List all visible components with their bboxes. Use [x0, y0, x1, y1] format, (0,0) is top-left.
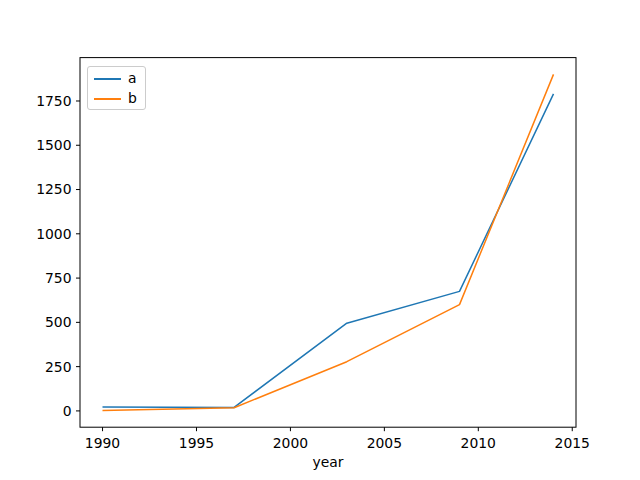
y-tick-label: 0 [63, 403, 72, 419]
y-tick-label: 1000 [36, 226, 71, 242]
y-tick-label: 750 [45, 270, 72, 286]
axes-frame [80, 58, 576, 428]
series-b-line [103, 74, 554, 410]
y-tick-label: 1750 [36, 93, 71, 109]
legend-item-a: a [94, 69, 145, 89]
y-tick-label: 1250 [36, 181, 71, 197]
x-tick-label: 2015 [555, 435, 590, 451]
legend-label-b: b [128, 92, 137, 106]
x-axis-label: year [80, 454, 576, 470]
figure: 1990 1995 2000 2005 2010 2015 0 250 500 750 1000 12… [0, 0, 640, 480]
legend-line-sample-a [94, 78, 121, 80]
y-tick-label: 500 [45, 314, 72, 330]
legend-item-b: b [94, 89, 145, 109]
x-tick-label: 2005 [367, 435, 402, 451]
y-tick-label: 1500 [36, 137, 71, 153]
x-tick-label: 1990 [85, 435, 120, 451]
series-a-line [103, 94, 554, 408]
x-tick-label: 1995 [179, 435, 214, 451]
legend: a b [87, 66, 146, 110]
x-tick-label: 2010 [461, 435, 496, 451]
x-tick-label: 2000 [273, 435, 308, 451]
legend-label-a: a [128, 72, 137, 86]
legend-line-sample-b [94, 98, 121, 100]
y-tick-label: 250 [45, 359, 72, 375]
